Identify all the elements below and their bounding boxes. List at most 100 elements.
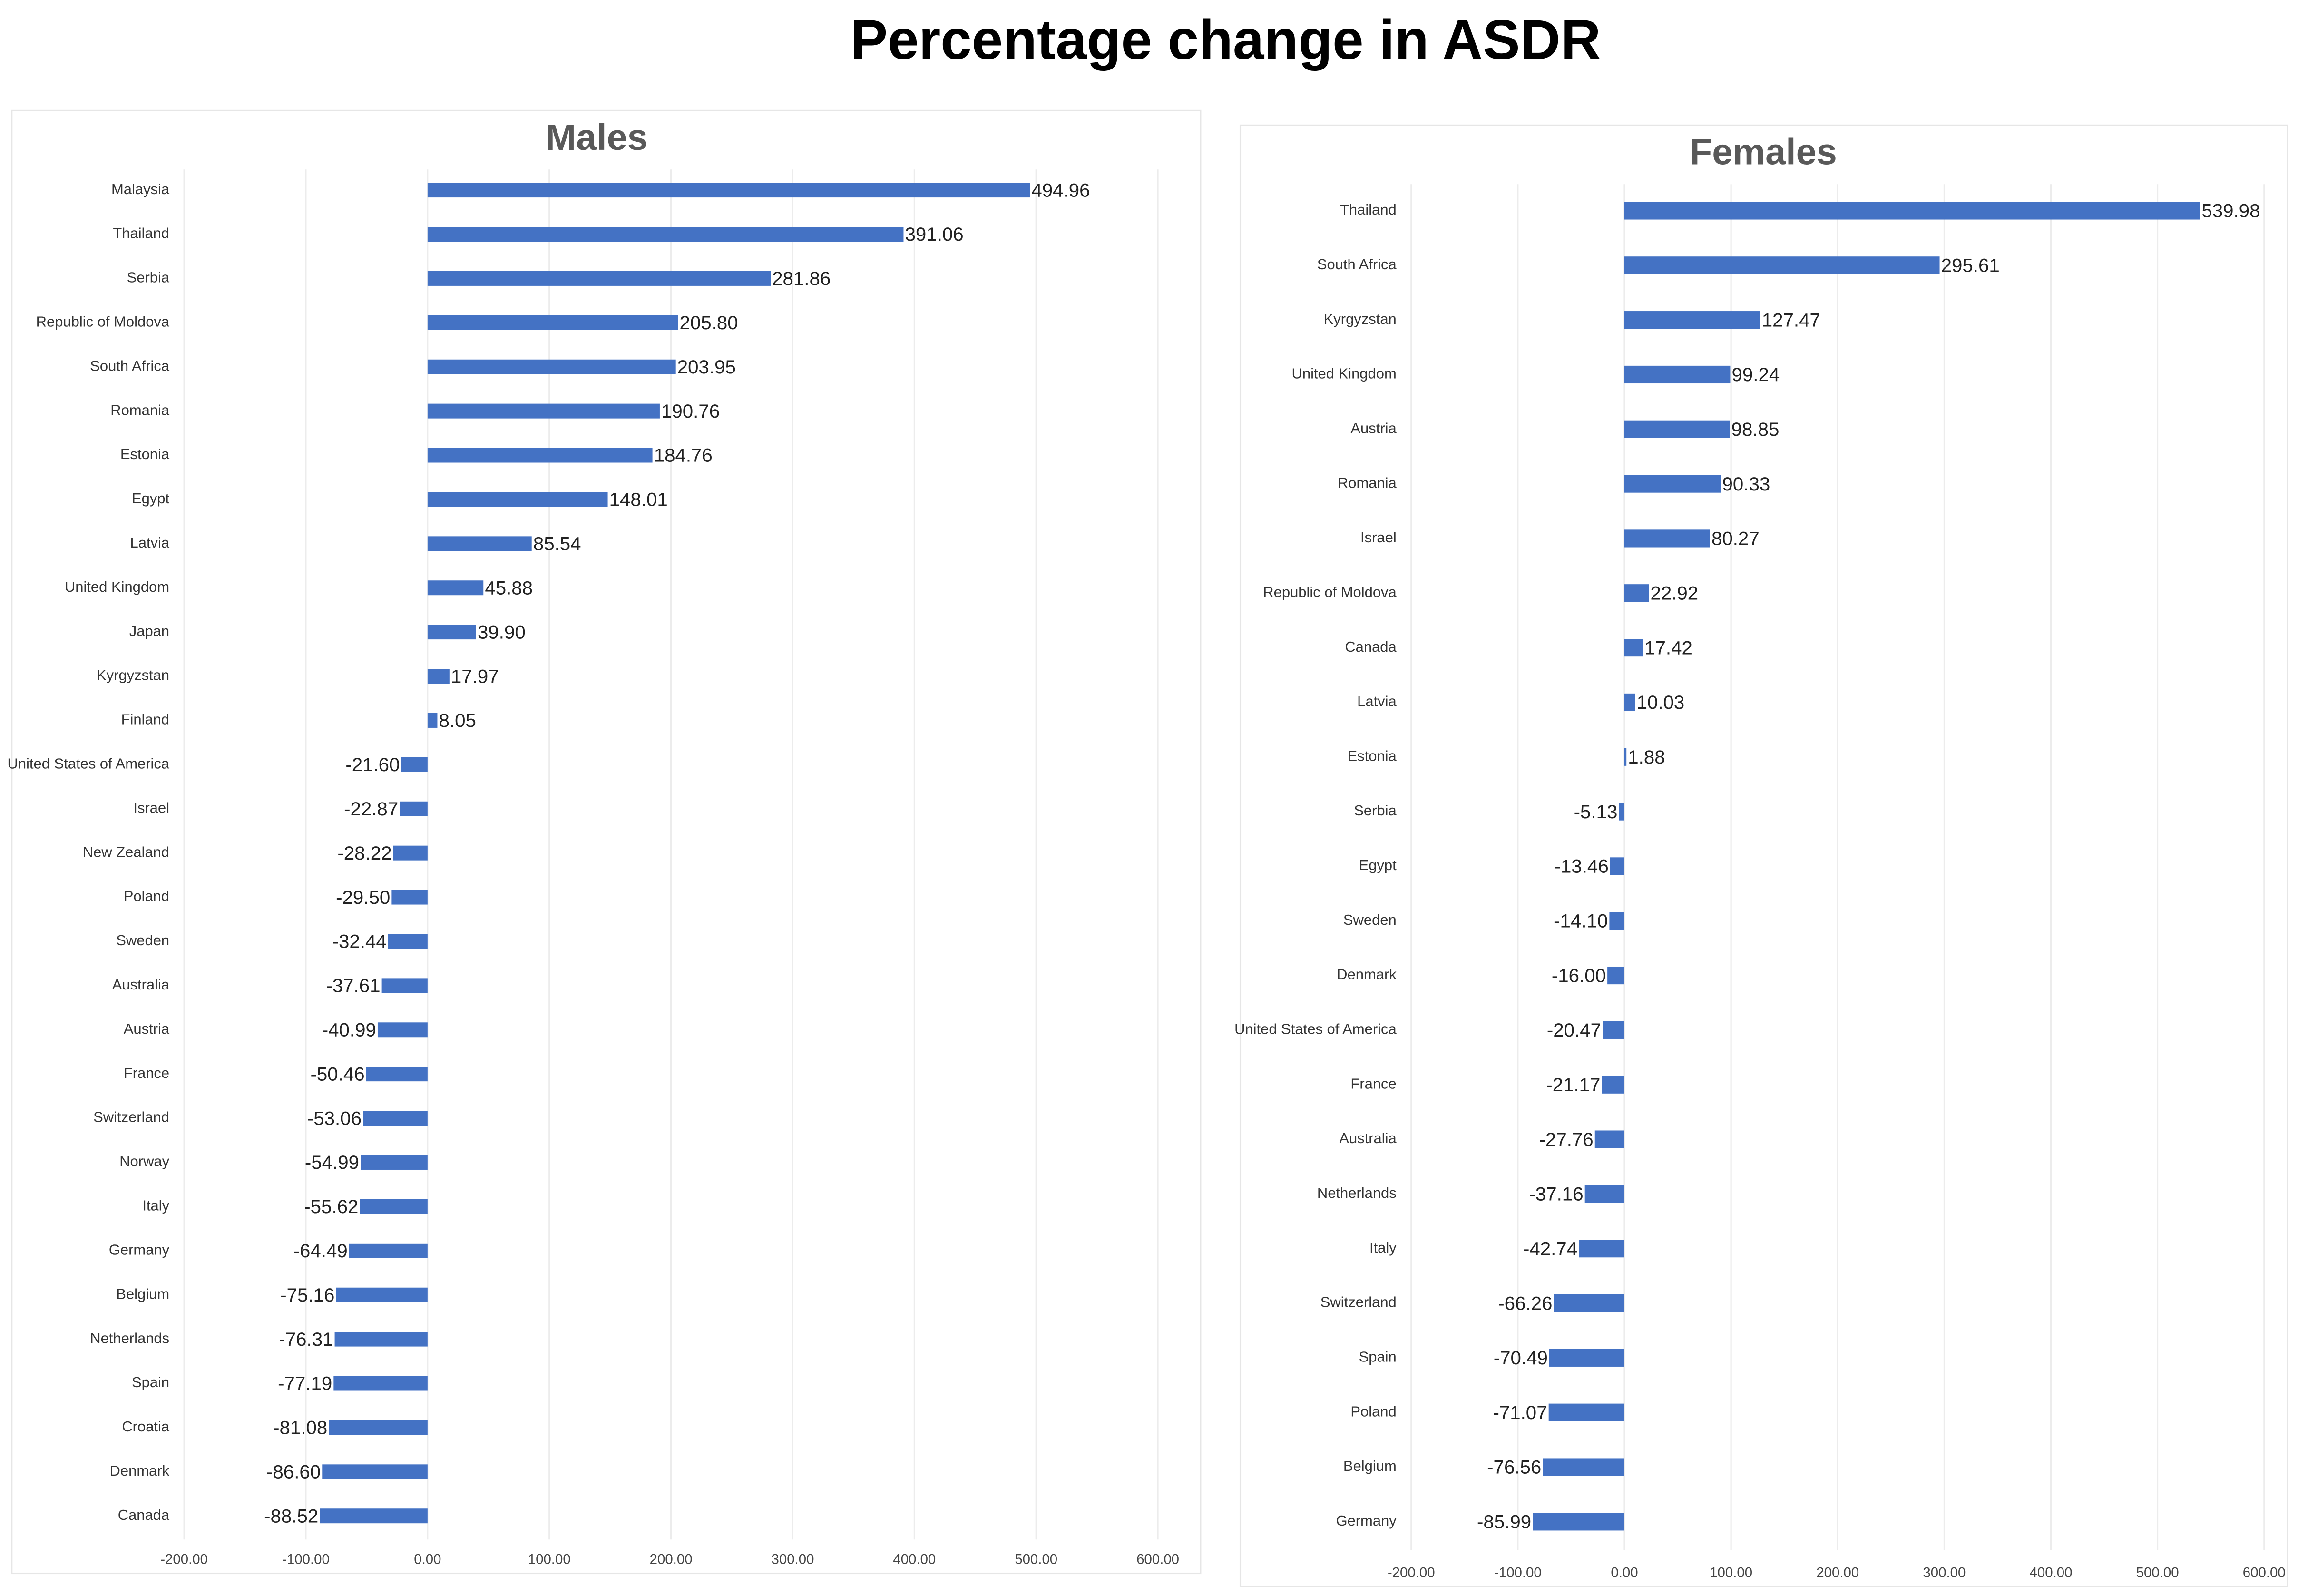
value-label: -27.76 [1539, 1129, 1594, 1150]
bar [1609, 912, 1624, 930]
bar [427, 227, 904, 242]
bar [427, 403, 660, 419]
value-label: 494.96 [1031, 179, 1090, 201]
value-label: 45.88 [485, 577, 533, 598]
bar [1579, 1240, 1624, 1258]
value-label: -86.60 [266, 1461, 321, 1483]
category-label: Egypt [132, 490, 170, 507]
bar [381, 978, 428, 993]
bar [393, 845, 428, 861]
category-label: Norway [119, 1153, 169, 1170]
category-label: Serbia [127, 269, 170, 286]
category-label: South Africa [1317, 256, 1397, 273]
value-label: -20.47 [1547, 1019, 1601, 1041]
value-label: 99.24 [1732, 364, 1780, 385]
x-tick-label: -100.00 [282, 1551, 330, 1567]
value-label: 8.05 [439, 710, 476, 731]
category-label: Switzerland [93, 1109, 169, 1126]
category-label: United States of America [1234, 1021, 1397, 1038]
bar [361, 1155, 428, 1170]
value-label: -55.62 [304, 1196, 358, 1217]
category-label: Italy [1369, 1239, 1397, 1256]
bar [1554, 1294, 1624, 1312]
category-label: Germany [1336, 1512, 1397, 1529]
value-label: -22.87 [344, 798, 398, 820]
bar [1624, 748, 1627, 766]
x-tick-label: 100.00 [528, 1551, 571, 1567]
value-label: -21.60 [345, 754, 400, 775]
bar [1594, 1130, 1624, 1148]
main-title: Percentage change in ASDR [851, 8, 1601, 71]
bar [1549, 1349, 1624, 1367]
bar [427, 536, 532, 551]
x-tick-label: -200.00 [1388, 1565, 1435, 1580]
category-label: Austria [1350, 420, 1397, 436]
bar [1624, 529, 1710, 548]
category-label: Switzerland [1320, 1294, 1397, 1311]
value-label: 90.33 [1722, 473, 1770, 495]
bar [391, 890, 428, 905]
bar [1543, 1458, 1624, 1476]
value-label: 391.06 [905, 224, 964, 245]
value-label: 281.86 [772, 268, 831, 289]
bar [366, 1067, 428, 1082]
category-label: Spain [1359, 1349, 1397, 1365]
value-label: 80.27 [1711, 528, 1760, 549]
x-tick-label: 500.00 [2136, 1565, 2179, 1580]
bar [1624, 311, 1760, 329]
x-tick-label: 100.00 [1710, 1565, 1752, 1580]
value-label: 295.61 [1941, 255, 2000, 276]
x-tick-label: 200.00 [650, 1551, 693, 1567]
value-label: 205.80 [680, 312, 738, 333]
bar [334, 1332, 428, 1347]
category-label: Japan [129, 623, 169, 639]
bar [1610, 857, 1624, 875]
x-tick-label: 500.00 [1015, 1551, 1057, 1567]
bar [427, 448, 653, 463]
value-label: -88.52 [264, 1505, 318, 1527]
value-label: -64.49 [293, 1240, 348, 1262]
bar [1624, 693, 1635, 712]
category-label: Sweden [1343, 911, 1397, 928]
category-label: Croatia [122, 1418, 170, 1435]
bar [1607, 966, 1624, 985]
bar [1624, 420, 1730, 438]
category-label: Serbia [1354, 802, 1397, 819]
x-tick-label: 0.00 [414, 1551, 441, 1567]
category-label: Australia [112, 976, 170, 993]
category-label: United States of America [7, 755, 169, 772]
bar [427, 315, 678, 330]
bar [1603, 1021, 1624, 1039]
value-label: 127.47 [1762, 309, 1820, 331]
category-label: Italy [142, 1197, 169, 1214]
value-label: -54.99 [305, 1152, 359, 1173]
value-label: -53.06 [307, 1107, 362, 1129]
bar [400, 801, 428, 816]
category-label: South Africa [90, 357, 170, 374]
category-label: Republic of Moldova [1263, 584, 1397, 600]
bar [1624, 475, 1721, 493]
category-label: Estonia [120, 446, 170, 462]
value-label: -42.74 [1523, 1238, 1577, 1259]
bar [401, 757, 428, 772]
x-tick-label: -200.00 [160, 1551, 208, 1567]
bar [427, 580, 484, 596]
value-label: -50.46 [310, 1063, 364, 1085]
category-label: Latvia [130, 534, 170, 551]
category-label: Thailand [113, 225, 169, 242]
value-label: 98.85 [1731, 419, 1780, 440]
bar [1548, 1403, 1624, 1421]
value-label: -14.10 [1554, 910, 1608, 931]
bar [1533, 1513, 1624, 1531]
value-label: -66.26 [1498, 1292, 1552, 1314]
bar [1624, 256, 1940, 274]
panel-title: Females [1690, 132, 1837, 173]
bar [1584, 1185, 1624, 1203]
value-label: -81.08 [273, 1417, 327, 1439]
category-label: France [124, 1065, 169, 1081]
bar [427, 625, 476, 640]
category-label: Sweden [116, 932, 169, 949]
bar [1624, 202, 2200, 220]
bar [336, 1287, 428, 1302]
